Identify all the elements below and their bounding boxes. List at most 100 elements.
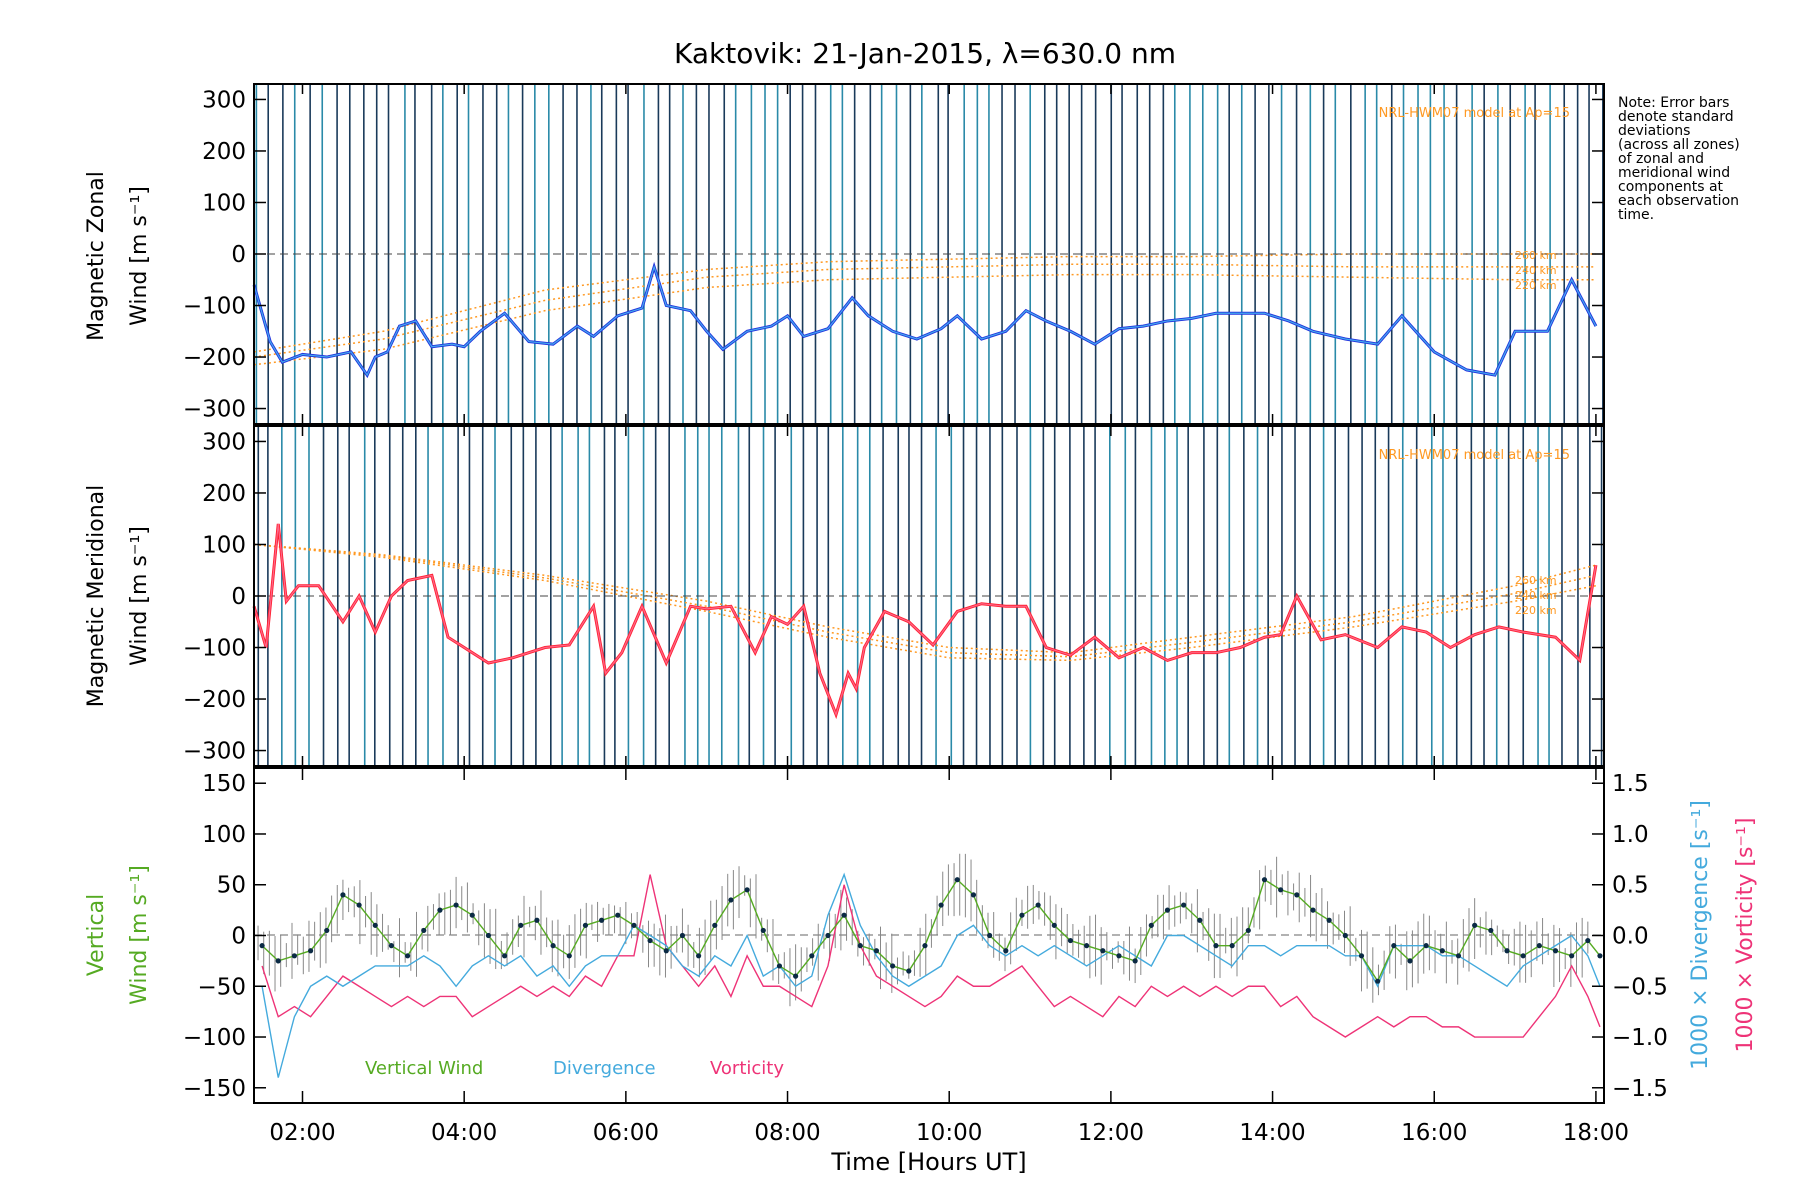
vertical-wind-point bbox=[760, 927, 766, 934]
y-tick-label: −50 bbox=[197, 974, 246, 1000]
vertical-wind-point bbox=[1051, 922, 1057, 928]
vertical-wind-point bbox=[809, 953, 815, 959]
vertical-wind-point bbox=[841, 912, 847, 918]
model-curve bbox=[253, 273, 1596, 366]
note-line: (across all zones) bbox=[1618, 137, 1740, 153]
zonal-model-label: NRL-HWM07 model at Ap=15 bbox=[1379, 106, 1570, 121]
x-tick-label: 06:00 bbox=[593, 1120, 659, 1146]
vertical-wind-point bbox=[663, 948, 669, 954]
x-axis-label: Time [Hours UT] bbox=[830, 1148, 1026, 1176]
vertical-wind-point bbox=[970, 892, 977, 898]
zonal-ylabel: Magnetic Zonal bbox=[84, 171, 109, 341]
vertical-wind-point bbox=[1003, 948, 1009, 954]
vertical-wind-point bbox=[647, 937, 653, 944]
vertical-wind-point bbox=[1294, 892, 1300, 898]
vertical-wind-point bbox=[421, 927, 427, 934]
vertical-panel: −150 −100 −50 0 50 100 150 −1.5 −1.0 −0.5 0.0 0.5 1… bbox=[84, 767, 1758, 1176]
vertical-wind-point bbox=[1116, 953, 1122, 959]
y-tick-label: 300 bbox=[202, 429, 246, 455]
vertical-wind-point bbox=[1342, 932, 1348, 939]
vertical-wind-point bbox=[1035, 902, 1041, 908]
y-tick-label: −300 bbox=[183, 397, 246, 423]
vertical-wind-point bbox=[1455, 953, 1462, 959]
vertical-wind-point bbox=[356, 902, 362, 908]
vertical-wind-point bbox=[1148, 922, 1154, 928]
vertical-wind-point bbox=[437, 907, 443, 913]
vertical-y-axis: −150 −100 −50 0 50 100 150 bbox=[183, 771, 266, 1102]
vertical-wind-point bbox=[1423, 943, 1429, 949]
model-curve bbox=[253, 263, 1596, 358]
meridional-model-alt-label: 260 km bbox=[1515, 574, 1557, 587]
note-line: Note: Error bars bbox=[1618, 95, 1729, 111]
x-tick-label: 12:00 bbox=[1078, 1120, 1144, 1146]
vertical-wind-point bbox=[1375, 978, 1381, 984]
note-line: denote standard bbox=[1618, 109, 1734, 125]
y-tick-label-right: 0.5 bbox=[1612, 873, 1649, 899]
vertical-wind-point bbox=[582, 922, 589, 928]
vertical-wind-point bbox=[857, 943, 863, 949]
vertical-wind-point bbox=[550, 943, 556, 949]
x-axis: 02:00 04:00 06:00 08:00 10:00 12:00 14:00 16:00… bbox=[269, 768, 1629, 1146]
zonal-wind-line bbox=[252, 261, 1598, 379]
vertical-wind-line bbox=[261, 878, 1601, 983]
x-tick-label: 16:00 bbox=[1401, 1120, 1467, 1146]
meridional-model-alt-label: 240 km bbox=[1515, 589, 1557, 602]
vertical-wind-point bbox=[469, 912, 475, 918]
note-text: Note: Error bars denote standard deviati… bbox=[1618, 95, 1740, 223]
vertical-wind-point bbox=[453, 902, 459, 908]
y-tick-label-right: −1.5 bbox=[1612, 1076, 1668, 1102]
model-curve bbox=[253, 253, 1596, 353]
vertical-y-axis-right: −1.5 −1.0 −0.5 0.0 0.5 1.0 1.5 bbox=[1592, 771, 1668, 1102]
y-tick-label-right: −0.5 bbox=[1612, 974, 1668, 1000]
vertical-wind-point bbox=[1261, 877, 1268, 883]
vorticity-line bbox=[261, 874, 1601, 1038]
x-tick-label: 18:00 bbox=[1563, 1120, 1629, 1146]
vertical-wind-point bbox=[1472, 922, 1478, 928]
note-line: each observation bbox=[1618, 193, 1739, 209]
y-tick-label-right: 1.0 bbox=[1612, 822, 1649, 848]
vertical-wind-point bbox=[275, 958, 281, 964]
vertical-wind-point bbox=[906, 968, 912, 974]
model-curve bbox=[253, 543, 1597, 662]
y-tick-label-right: 0.0 bbox=[1612, 924, 1649, 950]
vertical-wind-point bbox=[599, 917, 605, 923]
y-tick-label: 100 bbox=[202, 190, 246, 216]
vertical-wind-point bbox=[825, 932, 831, 939]
vertical-wind-point bbox=[372, 922, 378, 928]
y-tick-label: 150 bbox=[202, 771, 246, 797]
vertical-wind-point bbox=[793, 973, 799, 979]
vertical-wind-point bbox=[1245, 927, 1251, 934]
vertical-wind-point bbox=[987, 932, 993, 939]
vertical-wind-point bbox=[1278, 887, 1284, 893]
vertical-wind-point bbox=[696, 953, 702, 959]
meridional-ylabel: Wind [m s⁻¹] bbox=[127, 526, 152, 666]
meridional-ylabel: Magnetic Meridional bbox=[84, 485, 109, 707]
x-tick-label: 10:00 bbox=[916, 1120, 982, 1146]
x-tick-label: 02:00 bbox=[269, 1120, 335, 1146]
vertical-wind-point bbox=[534, 917, 540, 923]
vertical-wind-point bbox=[938, 902, 944, 908]
zonal-wind-series bbox=[252, 261, 1598, 379]
note-line: components at bbox=[1618, 179, 1724, 195]
vertical-wind-point bbox=[1067, 937, 1074, 944]
vertical-wind-point bbox=[485, 932, 492, 939]
vertical-wind-point bbox=[1504, 948, 1510, 954]
vorticity-ylabel: 1000 × Vorticity [s⁻¹] bbox=[1733, 818, 1758, 1053]
vertical-wind-point bbox=[1552, 948, 1559, 954]
note-line: of zonal and bbox=[1618, 151, 1704, 167]
y-tick-label: −300 bbox=[183, 739, 246, 765]
vertical-wind-point bbox=[1132, 958, 1138, 964]
y-tick-label: 50 bbox=[217, 873, 246, 899]
meridional-wind-series bbox=[252, 523, 1598, 720]
vertical-wind-point bbox=[1229, 943, 1235, 949]
y-tick-label: 200 bbox=[202, 481, 246, 507]
legend-divergence: Divergence bbox=[553, 1058, 656, 1079]
vertical-wind-point bbox=[388, 943, 395, 949]
vertical-wind-point bbox=[728, 897, 734, 903]
y-tick-label: 200 bbox=[202, 139, 246, 165]
divergence-ylabel: 1000 × Divergence [s⁻¹] bbox=[1688, 800, 1713, 1070]
meridional-wind-line-highlight bbox=[253, 523, 1597, 717]
x-tick-label: 08:00 bbox=[754, 1120, 820, 1146]
meridional-model-label: NRL-HWM07 model at Ap=15 bbox=[1379, 448, 1570, 463]
